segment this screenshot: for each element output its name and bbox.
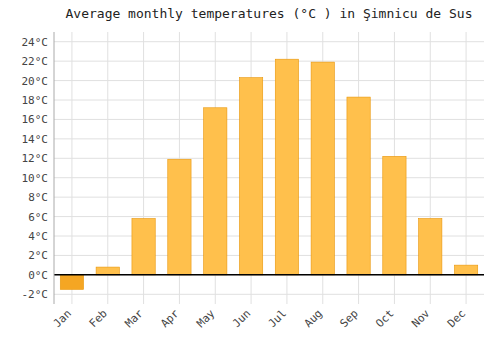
y-grid-line: [54, 294, 484, 295]
y-tick-label: 8°C: [28, 191, 48, 204]
grid: [54, 32, 484, 304]
y-grid-line: [54, 197, 484, 198]
y-tick-label: 12°C: [22, 152, 49, 165]
bar: [60, 275, 83, 290]
bar: [347, 97, 370, 275]
bar: [204, 108, 227, 275]
bar: [419, 219, 442, 275]
y-grid-line: [54, 138, 484, 139]
y-tick-label: 6°C: [28, 211, 48, 224]
y-grid-line: [54, 41, 484, 42]
chart-svg: Average monthly temperatures (°C ) in Şi…: [0, 0, 500, 350]
y-tick-label: 2°C: [28, 249, 48, 262]
chart-container: Average monthly temperatures (°C ) in Şi…: [0, 0, 500, 350]
x-grid-line: [466, 32, 467, 304]
y-tick-label: 0°C: [28, 269, 48, 282]
title: Average monthly temperatures (°C ) in Şi…: [66, 6, 473, 21]
bar: [239, 78, 262, 275]
bar: [275, 59, 298, 275]
x-tick-label: Mar: [122, 307, 146, 331]
x-tick-label: Dec: [445, 307, 468, 330]
bar: [132, 219, 155, 275]
y-tick-label: 4°C: [28, 230, 48, 243]
y-grid-line: [54, 274, 484, 275]
bar: [454, 265, 477, 275]
bar: [168, 159, 191, 275]
x-grid-line: [107, 32, 108, 304]
y-grid-line: [54, 216, 484, 217]
y-grid-line: [54, 158, 484, 159]
y-tick-label: 22°C: [22, 55, 49, 68]
bar: [96, 267, 119, 275]
y-tick-label: 10°C: [22, 172, 49, 185]
y-tick-label: -2°C: [22, 288, 49, 301]
x-tick-label: Aug: [302, 307, 325, 330]
x-tick-label: Jul: [266, 307, 289, 330]
y-grid-line: [54, 119, 484, 120]
x-tick-label: Oct: [373, 307, 396, 330]
x-tick-label: May: [194, 307, 218, 331]
x-tick-label: Nov: [409, 307, 433, 331]
y-axis-line: [54, 32, 55, 304]
zero-line: [54, 274, 484, 276]
x-grid-line: [71, 32, 72, 304]
y-grid-line: [54, 80, 484, 81]
x-tick-label: Apr: [158, 307, 182, 331]
x-tick-label: Jan: [51, 307, 74, 330]
y-grid-line: [54, 61, 484, 62]
x-tick-label: Sep: [337, 307, 360, 330]
bar: [311, 62, 334, 275]
bars: [60, 59, 477, 289]
y-tick-label: 16°C: [22, 113, 49, 126]
y-tick-label: 18°C: [22, 94, 49, 107]
y-tick-label: 20°C: [22, 75, 49, 88]
y-tick-label: 24°C: [22, 36, 49, 49]
x-tick-label: Feb: [87, 307, 110, 330]
y-grid-line: [54, 177, 484, 178]
bar: [383, 156, 406, 275]
y-tick-label: 14°C: [22, 133, 49, 146]
y-grid-line: [54, 100, 484, 101]
x-tick-label: Jun: [230, 307, 253, 330]
